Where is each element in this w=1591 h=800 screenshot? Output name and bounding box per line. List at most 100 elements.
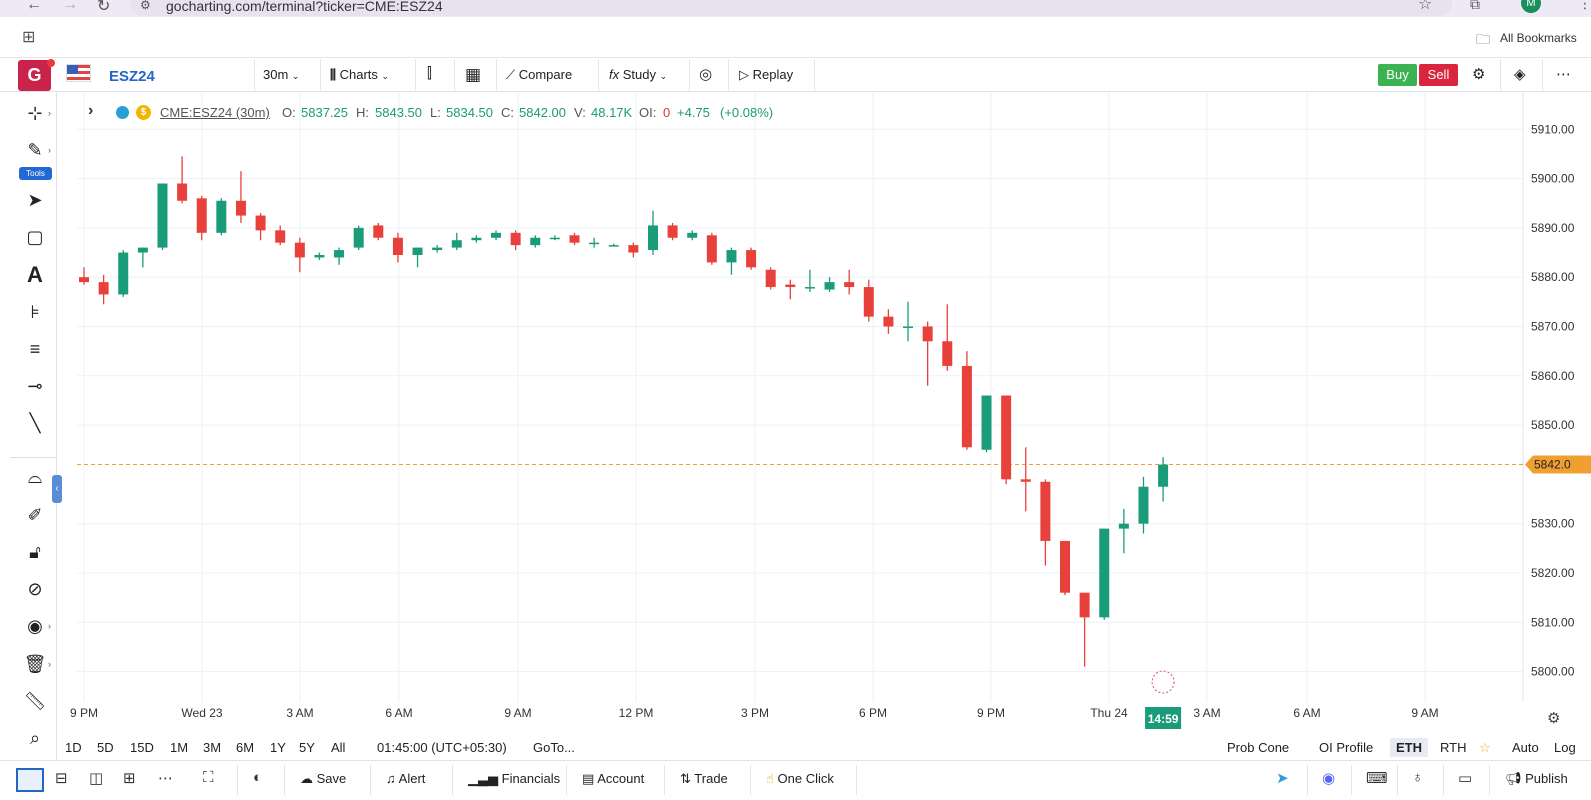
divider <box>496 59 497 92</box>
goto-button[interactable]: GoTo... <box>533 740 575 755</box>
range-all[interactable]: All <box>331 740 346 755</box>
trade-button[interactable]: ⇅ Trade <box>680 771 728 787</box>
theme-palette-icon[interactable]: ◐ <box>253 769 263 786</box>
range-6m[interactable]: 6M <box>236 740 255 755</box>
all-bookmarks-link[interactable]: All Bookmarks <box>1500 31 1577 45</box>
charts-dropdown[interactable]: ⫼ Charts ⌄ <box>330 67 389 83</box>
candlestick-chart[interactable]: 5910.00 5900.00 5890.00 5880.00 5870.00 5860.… <box>57 92 1591 734</box>
chevron-right-icon[interactable]: › <box>48 659 51 669</box>
divider <box>254 59 255 92</box>
sell-button[interactable]: Sell <box>1419 64 1458 86</box>
layout-vertical-split-icon[interactable]: ◫ <box>89 770 104 787</box>
url-input[interactable]: ⚙ gocharting.com/terminal?ticker=CME:ESZ… <box>130 0 1452 16</box>
layers-icon[interactable]: ◈ <box>1514 66 1526 83</box>
zoom-icon[interactable]: ⌕ <box>29 728 41 748</box>
camera-icon[interactable]: ◎ <box>699 66 713 83</box>
layout-grid-icon[interactable]: ▦ <box>465 65 482 84</box>
one-click-button[interactable]: ☝ One Click <box>766 771 834 787</box>
layout-grid-icon[interactable]: ⊞ <box>123 770 136 787</box>
alert-button[interactable]: ♫ Alert <box>386 771 425 786</box>
cursor-icon[interactable]: ➤ <box>27 190 43 210</box>
prob-cone-button[interactable]: Prob Cone <box>1227 740 1290 755</box>
rectangle-icon[interactable]: ▢ <box>26 227 44 247</box>
chevron-right-icon[interactable]: › <box>48 108 51 118</box>
symbol-search[interactable]: ESZ24 <box>109 68 155 85</box>
range-1d[interactable]: 1D <box>65 740 82 755</box>
more-icon[interactable]: ⋯ <box>1556 66 1571 83</box>
extensions-icon[interactable]: ⧉ <box>1470 0 1480 12</box>
rth-toggle[interactable]: RTH <box>1440 740 1467 755</box>
crosshair-icon[interactable]: ⊹ <box>27 103 43 123</box>
auto-scale-toggle[interactable]: Auto <box>1512 740 1539 755</box>
chevron-right-icon[interactable]: › <box>48 621 51 631</box>
settings-gear-icon[interactable]: ⚙ <box>1472 66 1486 83</box>
star-icon[interactable]: ☆ <box>1479 740 1491 755</box>
fib-icon[interactable]: ⊧ <box>30 302 40 322</box>
forward-icon[interactable]: → <box>62 0 78 13</box>
apps-grid-icon[interactable]: ⊞ <box>22 29 36 46</box>
time-tick-label: 3 AM <box>286 706 313 720</box>
compare-button[interactable]: ⟋ Compare <box>506 67 572 83</box>
stay-drawing-icon[interactable]: ✐ <box>27 505 43 525</box>
chevron-right-icon[interactable]: › <box>88 102 94 119</box>
horizontal-line-icon[interactable]: ⊸ <box>27 376 43 396</box>
more-layouts-icon[interactable]: ⋯ <box>158 770 173 787</box>
fullscreen-icon[interactable]: ⛶ <box>203 769 214 786</box>
text-icon[interactable]: A <box>27 262 43 287</box>
replay-button[interactable]: ▷ Replay <box>739 67 793 83</box>
reload-icon[interactable]: ↻ <box>97 0 111 15</box>
candle-body <box>118 252 129 295</box>
lightbulb-icon[interactable]: ♁ <box>1412 769 1424 786</box>
keyboard-icon[interactable]: ⌨ <box>1366 770 1388 787</box>
candle-body <box>589 242 600 245</box>
account-button[interactable]: ▤ Account <box>582 771 644 787</box>
interval-dropdown[interactable]: 30m ⌄ <box>263 67 299 82</box>
back-icon[interactable]: ← <box>26 0 42 13</box>
trash-icon[interactable]: 🗑︎ <box>23 654 47 674</box>
chevron-right-icon[interactable]: › <box>48 145 51 155</box>
telegram-icon[interactable]: ➤ <box>1276 770 1289 787</box>
eye-icon[interactable]: ◉ <box>27 616 43 636</box>
layout-single-icon[interactable] <box>16 768 44 792</box>
range-5y[interactable]: 5Y <box>299 740 315 755</box>
trendline-icon[interactable]: ╲ <box>29 413 41 433</box>
ruler-icon[interactable]: 📏︎ <box>23 691 47 711</box>
eth-toggle[interactable]: ETH <box>1390 738 1428 757</box>
bookmark-star-icon[interactable]: ☆ <box>1418 0 1433 13</box>
range-5d[interactable]: 5D <box>97 740 114 755</box>
publish-button[interactable]: 📢︎ Publish <box>1505 771 1568 787</box>
discord-icon[interactable]: ◉ <box>1322 770 1336 787</box>
legend-title[interactable]: CME:ESZ24 (30m) <box>160 105 270 120</box>
oi-profile-button[interactable]: OI Profile <box>1319 740 1374 755</box>
divider <box>454 59 455 92</box>
brush-icon[interactable]: ✎ <box>27 140 43 160</box>
time-tick-label: Thu 24 <box>1090 706 1128 720</box>
magnet-icon[interactable]: ⌓ <box>27 467 43 487</box>
time-tick-label: 3 PM <box>741 706 769 720</box>
collapse-toolbar-handle[interactable]: ‹ <box>52 475 62 503</box>
range-15d[interactable]: 15D <box>130 740 154 755</box>
browser-menu-icon[interactable]: ⋮ <box>1578 0 1591 11</box>
layout-horizontal-split-icon[interactable]: ⊟ <box>55 770 68 787</box>
lines-icon[interactable]: ≡ <box>29 339 41 359</box>
video-icon[interactable]: ▭ <box>1458 770 1473 787</box>
study-dropdown[interactable]: fx Study ⌄ <box>609 67 667 82</box>
chart-panel[interactable]: 5910.00 5900.00 5890.00 5880.00 5870.00 5860.… <box>57 92 1591 734</box>
axis-settings-gear-icon[interactable]: ⚙ <box>1547 709 1560 727</box>
bar-style-icon[interactable]: ⫿ <box>427 65 432 82</box>
lock-icon[interactable]: 🔓︎ <box>29 542 41 562</box>
link-icon[interactable]: ⊘ <box>27 579 43 599</box>
log-scale-toggle[interactable]: Log <box>1554 740 1576 755</box>
financials-button[interactable]: ▁▃▅ Financials <box>468 771 560 787</box>
buy-button[interactable]: Buy <box>1378 64 1417 86</box>
brand-logo[interactable]: G <box>18 60 51 91</box>
current-time[interactable]: 01:45:00 (UTC+05:30) <box>377 740 507 755</box>
save-button[interactable]: ☁ Save <box>300 771 346 787</box>
site-info-icon[interactable]: ⚙ <box>140 0 151 12</box>
chevron-down-icon: ⌄ <box>291 71 300 81</box>
profile-avatar[interactable]: M <box>1521 0 1541 13</box>
range-3m[interactable]: 3M <box>203 740 222 755</box>
range-1y[interactable]: 1Y <box>270 740 286 755</box>
range-1m[interactable]: 1M <box>170 740 189 755</box>
open-value: 5837.25 <box>301 105 348 120</box>
